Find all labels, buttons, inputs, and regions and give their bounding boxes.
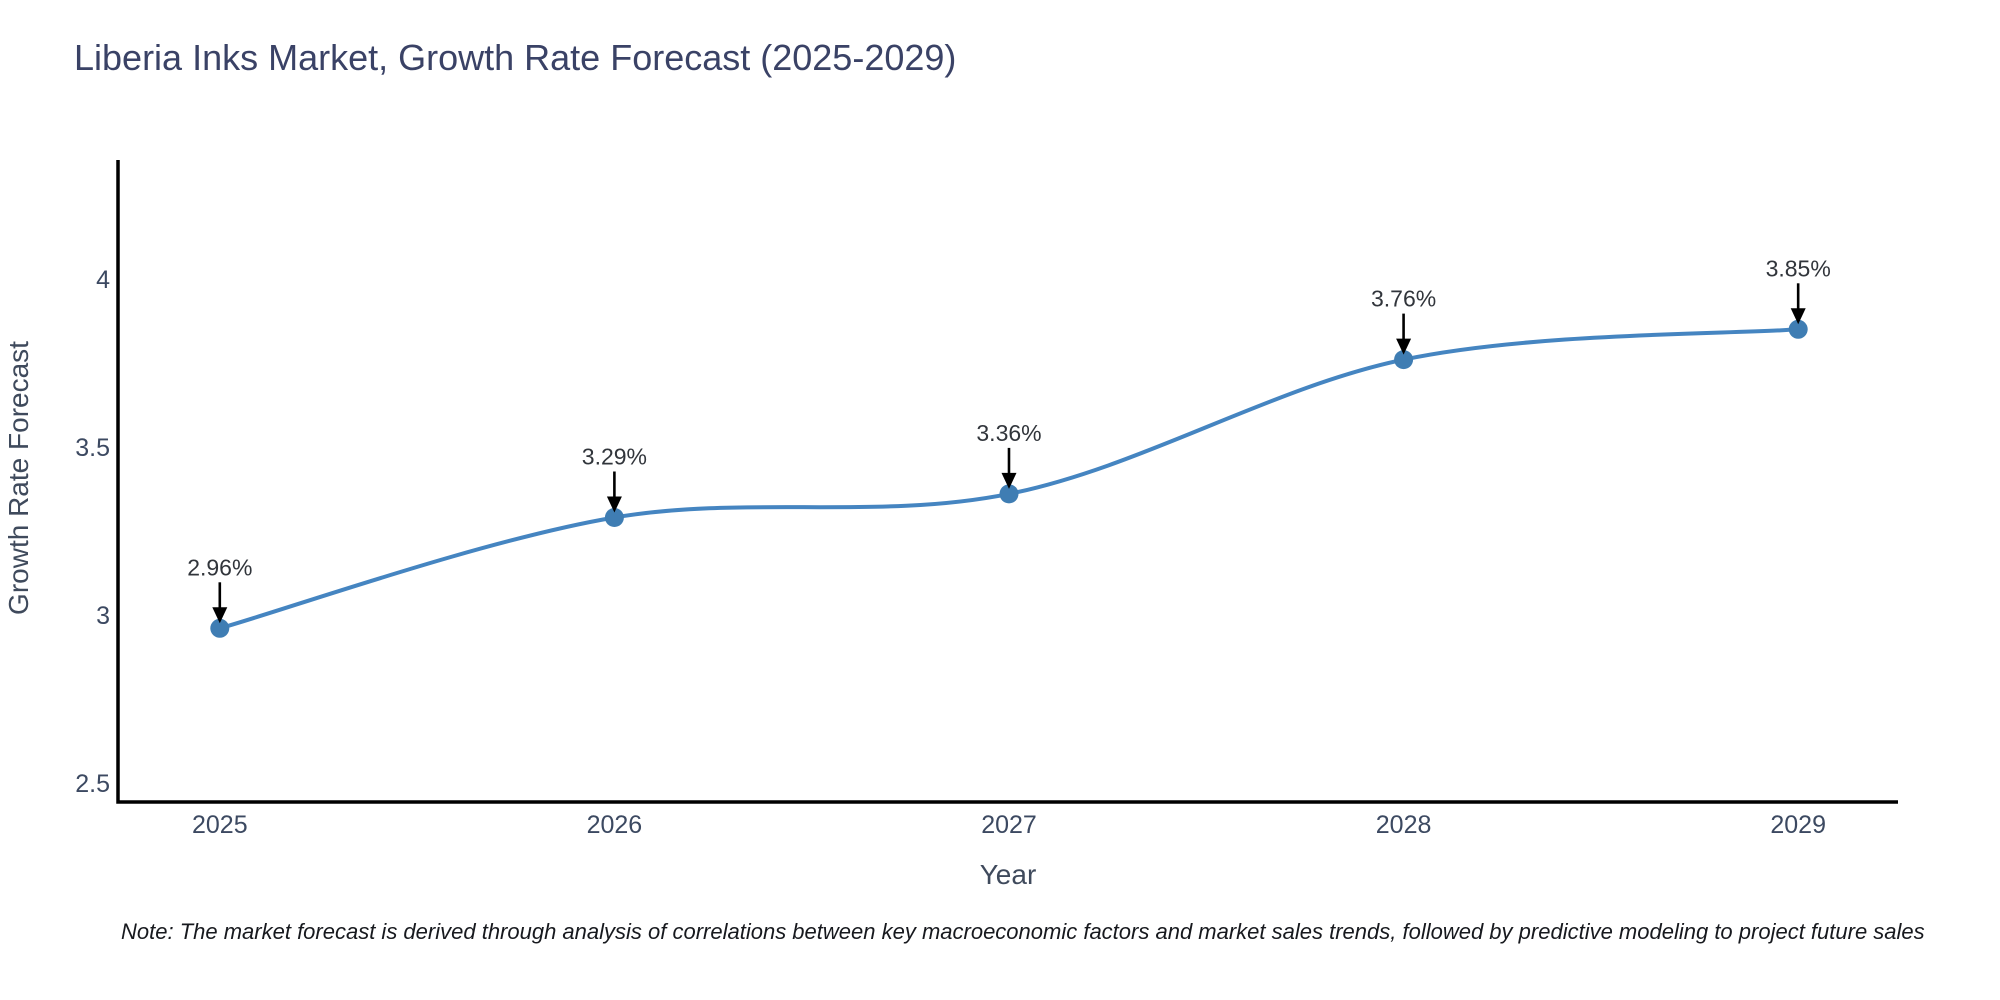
annotation-value-label: 3.36%: [976, 420, 1041, 446]
y-axis-tick-labels: 4 3.5 3 2.5: [75, 266, 110, 798]
point-annotation: 3.29%: [582, 444, 647, 513]
axis-lines: [116, 160, 1898, 804]
data-point-marker: [999, 484, 1019, 504]
annotation-value-label: 3.76%: [1371, 286, 1436, 312]
point-annotation: 3.36%: [976, 420, 1042, 489]
annotation-arrowhead-icon: [212, 607, 228, 624]
data-point-markers: [210, 319, 1808, 638]
point-annotation: 2.96%: [187, 554, 252, 624]
point-annotation: 3.85%: [1766, 255, 1831, 325]
x-tick-label: 2026: [587, 811, 643, 839]
y-tick-label: 4: [96, 266, 110, 294]
annotation-value-label: 2.96%: [187, 554, 252, 580]
annotation-arrowhead-icon: [606, 496, 622, 513]
data-point-marker: [604, 508, 624, 527]
annotation-arrowhead-icon: [1790, 308, 1806, 325]
annotation-arrowhead-icon: [1001, 472, 1017, 489]
y-tick-label: 2.5: [75, 770, 110, 798]
data-point-marker: [1788, 319, 1808, 339]
y-axis-title: Growth Rate Forecast: [3, 341, 34, 615]
chart-title: Liberia Inks Market, Growth Rate Forecas…: [74, 37, 957, 78]
x-tick-label: 2028: [1376, 811, 1432, 839]
data-point-marker: [210, 618, 230, 638]
y-tick-label: 3: [96, 602, 110, 630]
point-annotations: 2.96% 3.29% 3.36% 3.76% 3.85%: [187, 255, 1831, 624]
annotation-value-label: 3.29%: [582, 444, 647, 470]
x-tick-label: 2025: [192, 811, 248, 839]
x-tick-label: 2029: [1770, 811, 1826, 839]
data-point-marker: [1394, 350, 1414, 370]
footnote-text: Note: The market forecast is derived thr…: [121, 919, 1925, 944]
y-tick-label: 3.5: [75, 434, 110, 462]
x-axis-tick-labels: 2025 2026 2027 2028 2029: [192, 811, 1826, 839]
point-annotation: 3.76%: [1371, 286, 1436, 355]
annotation-value-label: 3.85%: [1766, 255, 1831, 281]
annotation-arrowhead-icon: [1396, 338, 1412, 355]
x-axis-title: Year: [980, 859, 1037, 890]
x-tick-label: 2027: [981, 811, 1037, 839]
